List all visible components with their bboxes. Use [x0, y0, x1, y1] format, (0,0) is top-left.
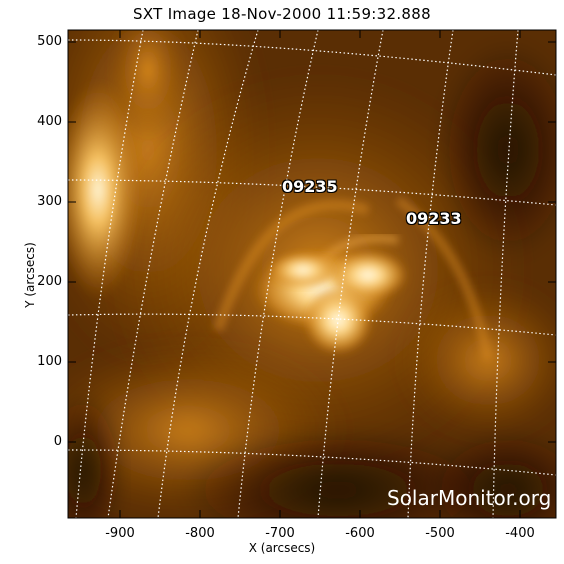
x-tick-label: -700 — [265, 526, 295, 541]
x-tick-label: -800 — [185, 526, 215, 541]
y-tick-label: 300 — [37, 194, 62, 209]
y-tick-label: 100 — [37, 354, 62, 369]
y-tick-label: 500 — [37, 34, 62, 49]
solar-image-panel — [68, 30, 556, 518]
image-title: SXT Image 18-Nov-2000 11:59:32.888 — [133, 5, 431, 23]
x-tick-label: -900 — [105, 526, 135, 541]
active-region-label-09235: 09235 — [282, 177, 338, 196]
active-region-label-09233: 09233 — [406, 209, 462, 228]
y-tick-label: 400 — [37, 114, 62, 129]
x-tick-label: -400 — [505, 526, 535, 541]
plot-border — [67, 29, 557, 519]
solar-image — [68, 30, 556, 518]
x-axis-label: X (arcsecs) — [248, 541, 316, 555]
x-tick-label: -600 — [345, 526, 375, 541]
y-tick-label: 0 — [53, 434, 62, 449]
y-axis-label: Y (arcsecs) — [23, 242, 37, 308]
axis-tickmarks — [68, 30, 556, 518]
watermark: SolarMonitor.org — [387, 486, 552, 510]
y-tick-label: 200 — [37, 274, 62, 289]
heliographic-grid — [68, 30, 556, 518]
x-tick-label: -500 — [425, 526, 455, 541]
